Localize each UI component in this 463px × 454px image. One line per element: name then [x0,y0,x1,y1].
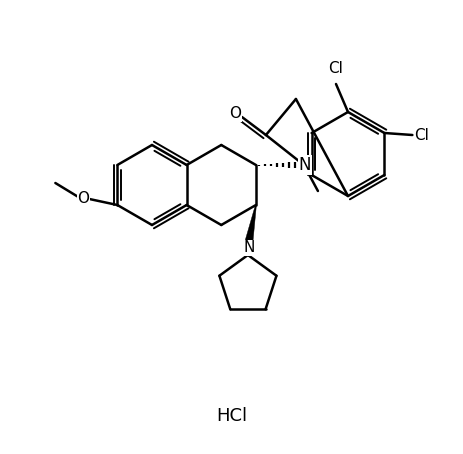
Polygon shape [243,205,256,248]
Text: Cl: Cl [328,61,343,76]
Text: O: O [77,192,89,207]
Text: O: O [228,107,240,122]
Text: N: N [298,156,311,174]
Text: Cl: Cl [413,128,428,143]
Text: N: N [243,241,254,256]
Text: HCl: HCl [216,407,247,425]
